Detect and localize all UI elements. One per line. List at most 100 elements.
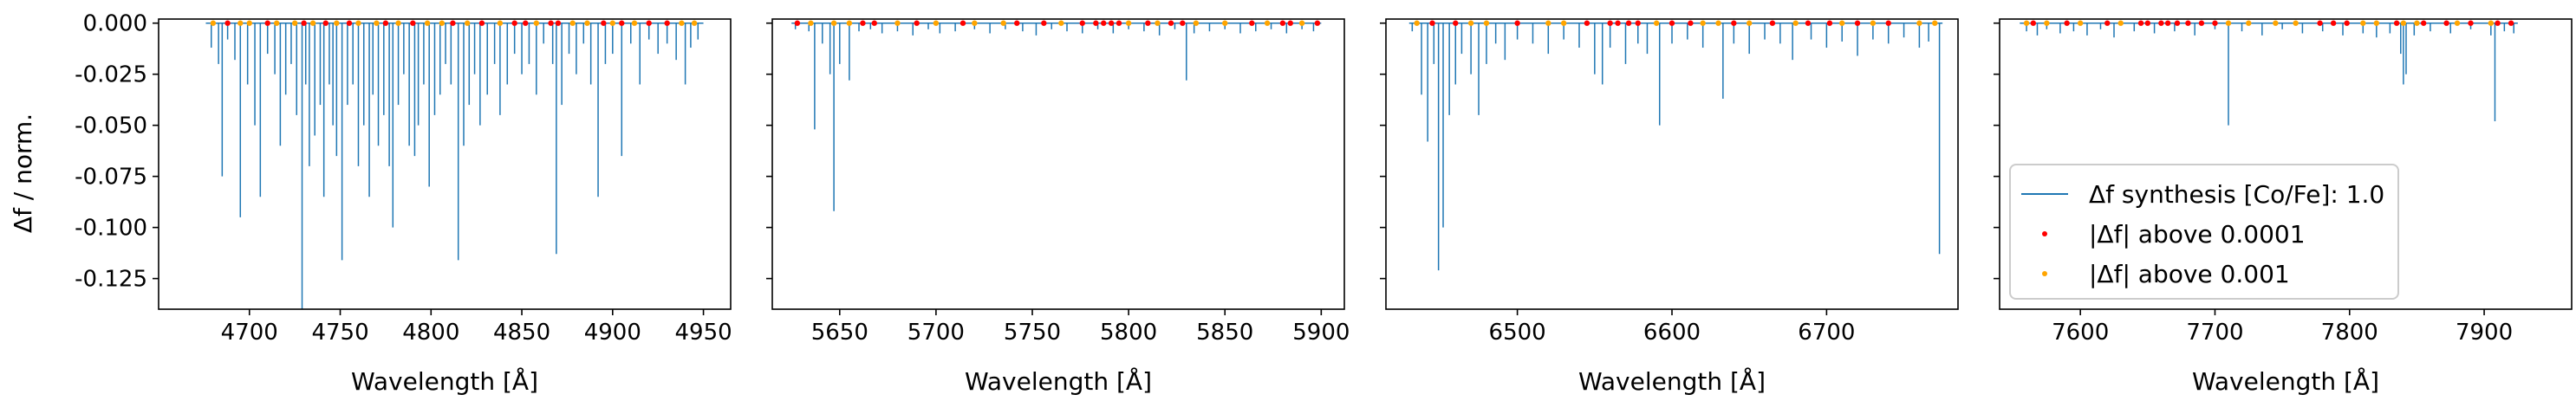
x-tick-label: 5700 (907, 320, 965, 346)
point-above-0.0001 (2164, 20, 2171, 26)
point-above-0.0001 (2198, 20, 2205, 26)
panel-4: 7600 7700 7800 7900 Wavelength [Å] (1994, 18, 2573, 396)
point-above-0.0001 (2174, 20, 2181, 26)
x-tick-label: 6700 (1798, 320, 1855, 346)
point-above-0.0001 (1279, 20, 1286, 26)
point-above-0.0001 (1826, 20, 1833, 26)
point-above-0.001 (533, 20, 540, 26)
point-above-0.001 (1932, 20, 1938, 26)
point-above-0.0001 (1885, 20, 1891, 26)
x-axis-label: Wavelength [Å] (351, 366, 538, 396)
point-above-0.0001 (264, 20, 270, 26)
point-above-0.0001 (346, 20, 353, 26)
x-tick-label: 6500 (1489, 320, 1546, 346)
x-tick-label: 4750 (311, 320, 368, 346)
panel-1: 4700 4750 4800 4850 4900 4950 0.000 -0.025 -0.05… (75, 11, 732, 396)
point-above-0.0001 (2030, 20, 2037, 26)
point-above-0.0001 (871, 20, 877, 26)
x-tick-label: 5650 (811, 320, 868, 346)
point-above-0.0001 (2330, 20, 2337, 26)
point-above-0.0001 (794, 20, 801, 26)
point-above-0.001 (1746, 20, 1753, 26)
axes-frame (771, 18, 1345, 310)
point-above-0.0001 (1287, 20, 1293, 26)
point-above-0.0001 (2104, 20, 2111, 26)
x-tick-label: 4700 (221, 320, 278, 346)
y-axis-label: Δf / norm. (9, 113, 37, 233)
point-above-0.001 (246, 20, 252, 26)
point-above-0.001 (1058, 20, 1064, 26)
point-above-0.0001 (224, 20, 231, 26)
x-tick-label: 5750 (1004, 320, 1061, 346)
point-above-0.0001 (1145, 20, 1151, 26)
point-above-0.001 (631, 20, 638, 26)
x-tick-label: 5800 (1100, 320, 1157, 346)
point-above-0.0001 (1093, 20, 1099, 26)
point-above-0.001 (309, 20, 316, 26)
point-above-0.0001 (410, 20, 416, 26)
point-above-0.0001 (1607, 20, 1613, 26)
point-above-0.001 (1414, 20, 1420, 26)
point-above-0.001 (609, 20, 616, 26)
point-above-0.001 (1545, 20, 1551, 26)
point-above-0.0001 (1014, 20, 1020, 26)
y-tick-label: -0.125 (75, 267, 147, 293)
point-above-0.001 (569, 20, 576, 26)
point-above-0.0001 (2393, 20, 2400, 26)
point-above-0.001 (355, 20, 361, 26)
y-tick-label: -0.025 (75, 62, 147, 88)
point-above-0.0001 (1108, 20, 1115, 26)
point-above-0.001 (1700, 20, 1706, 26)
point-above-0.001 (1000, 20, 1006, 26)
point-above-0.001 (1125, 20, 1132, 26)
point-above-0.001 (1653, 20, 1660, 26)
x-tick-label: 7800 (2321, 320, 2378, 346)
legend-orange-dot (2042, 271, 2047, 276)
point-above-0.001 (497, 20, 504, 26)
legend-frame (2009, 164, 2399, 300)
x-tick-label: 4850 (493, 320, 550, 346)
point-above-0.0001 (2064, 20, 2070, 26)
point-above-0.0001 (601, 20, 607, 26)
point-above-0.001 (395, 20, 401, 26)
point-above-0.0001 (1731, 20, 1737, 26)
point-above-0.0001 (664, 20, 670, 26)
point-above-0.0001 (450, 20, 456, 26)
point-above-0.001 (334, 20, 340, 26)
point-above-0.0001 (1101, 20, 1107, 26)
legend-entry-above-0.001: |Δf| above 0.001 (2089, 260, 2290, 288)
point-above-0.001 (2077, 20, 2084, 26)
point-above-0.001 (679, 20, 685, 26)
point-above-0.001 (933, 20, 940, 26)
point-above-0.0001 (2508, 20, 2514, 26)
y-tick-label: -0.050 (75, 113, 147, 139)
point-above-0.0001 (1041, 20, 1047, 26)
legend-entry-synthesis: Δf synthesis [Co/Fe]: 1.0 (2089, 180, 2384, 209)
point-above-0.0001 (1625, 20, 1632, 26)
panels-layer: 4700 4750 4800 4850 4900 4950 0.000 -0.025 -0.05… (75, 11, 2573, 396)
panel-3: 6500 6600 6700 Wavelength [Å] (1380, 18, 1959, 396)
point-above-0.001 (464, 20, 471, 26)
point-above-0.001 (2273, 20, 2279, 26)
point-above-0.001 (1264, 20, 1271, 26)
point-above-0.0001 (2144, 20, 2151, 26)
x-axis-label: Wavelength [Å] (965, 366, 1152, 396)
point-above-0.0001 (1314, 20, 1321, 26)
x-tick-label: 7700 (2186, 320, 2243, 346)
point-above-0.001 (2023, 20, 2030, 26)
point-above-0.001 (2293, 20, 2299, 26)
point-above-0.0001 (1669, 20, 1675, 26)
point-above-0.001 (894, 20, 901, 26)
point-above-0.001 (2117, 20, 2124, 26)
point-above-0.0001 (619, 20, 625, 26)
axes-frame (1999, 18, 2573, 310)
point-above-0.0001 (2344, 20, 2350, 26)
point-above-0.001 (584, 20, 590, 26)
point-above-0.001 (1560, 20, 1567, 26)
point-above-0.0001 (2158, 20, 2164, 26)
point-above-0.0001 (1615, 20, 1621, 26)
point-above-0.001 (2360, 20, 2366, 26)
x-axis-label: Wavelength [Å] (1578, 366, 1766, 396)
point-above-0.0001 (478, 20, 485, 26)
